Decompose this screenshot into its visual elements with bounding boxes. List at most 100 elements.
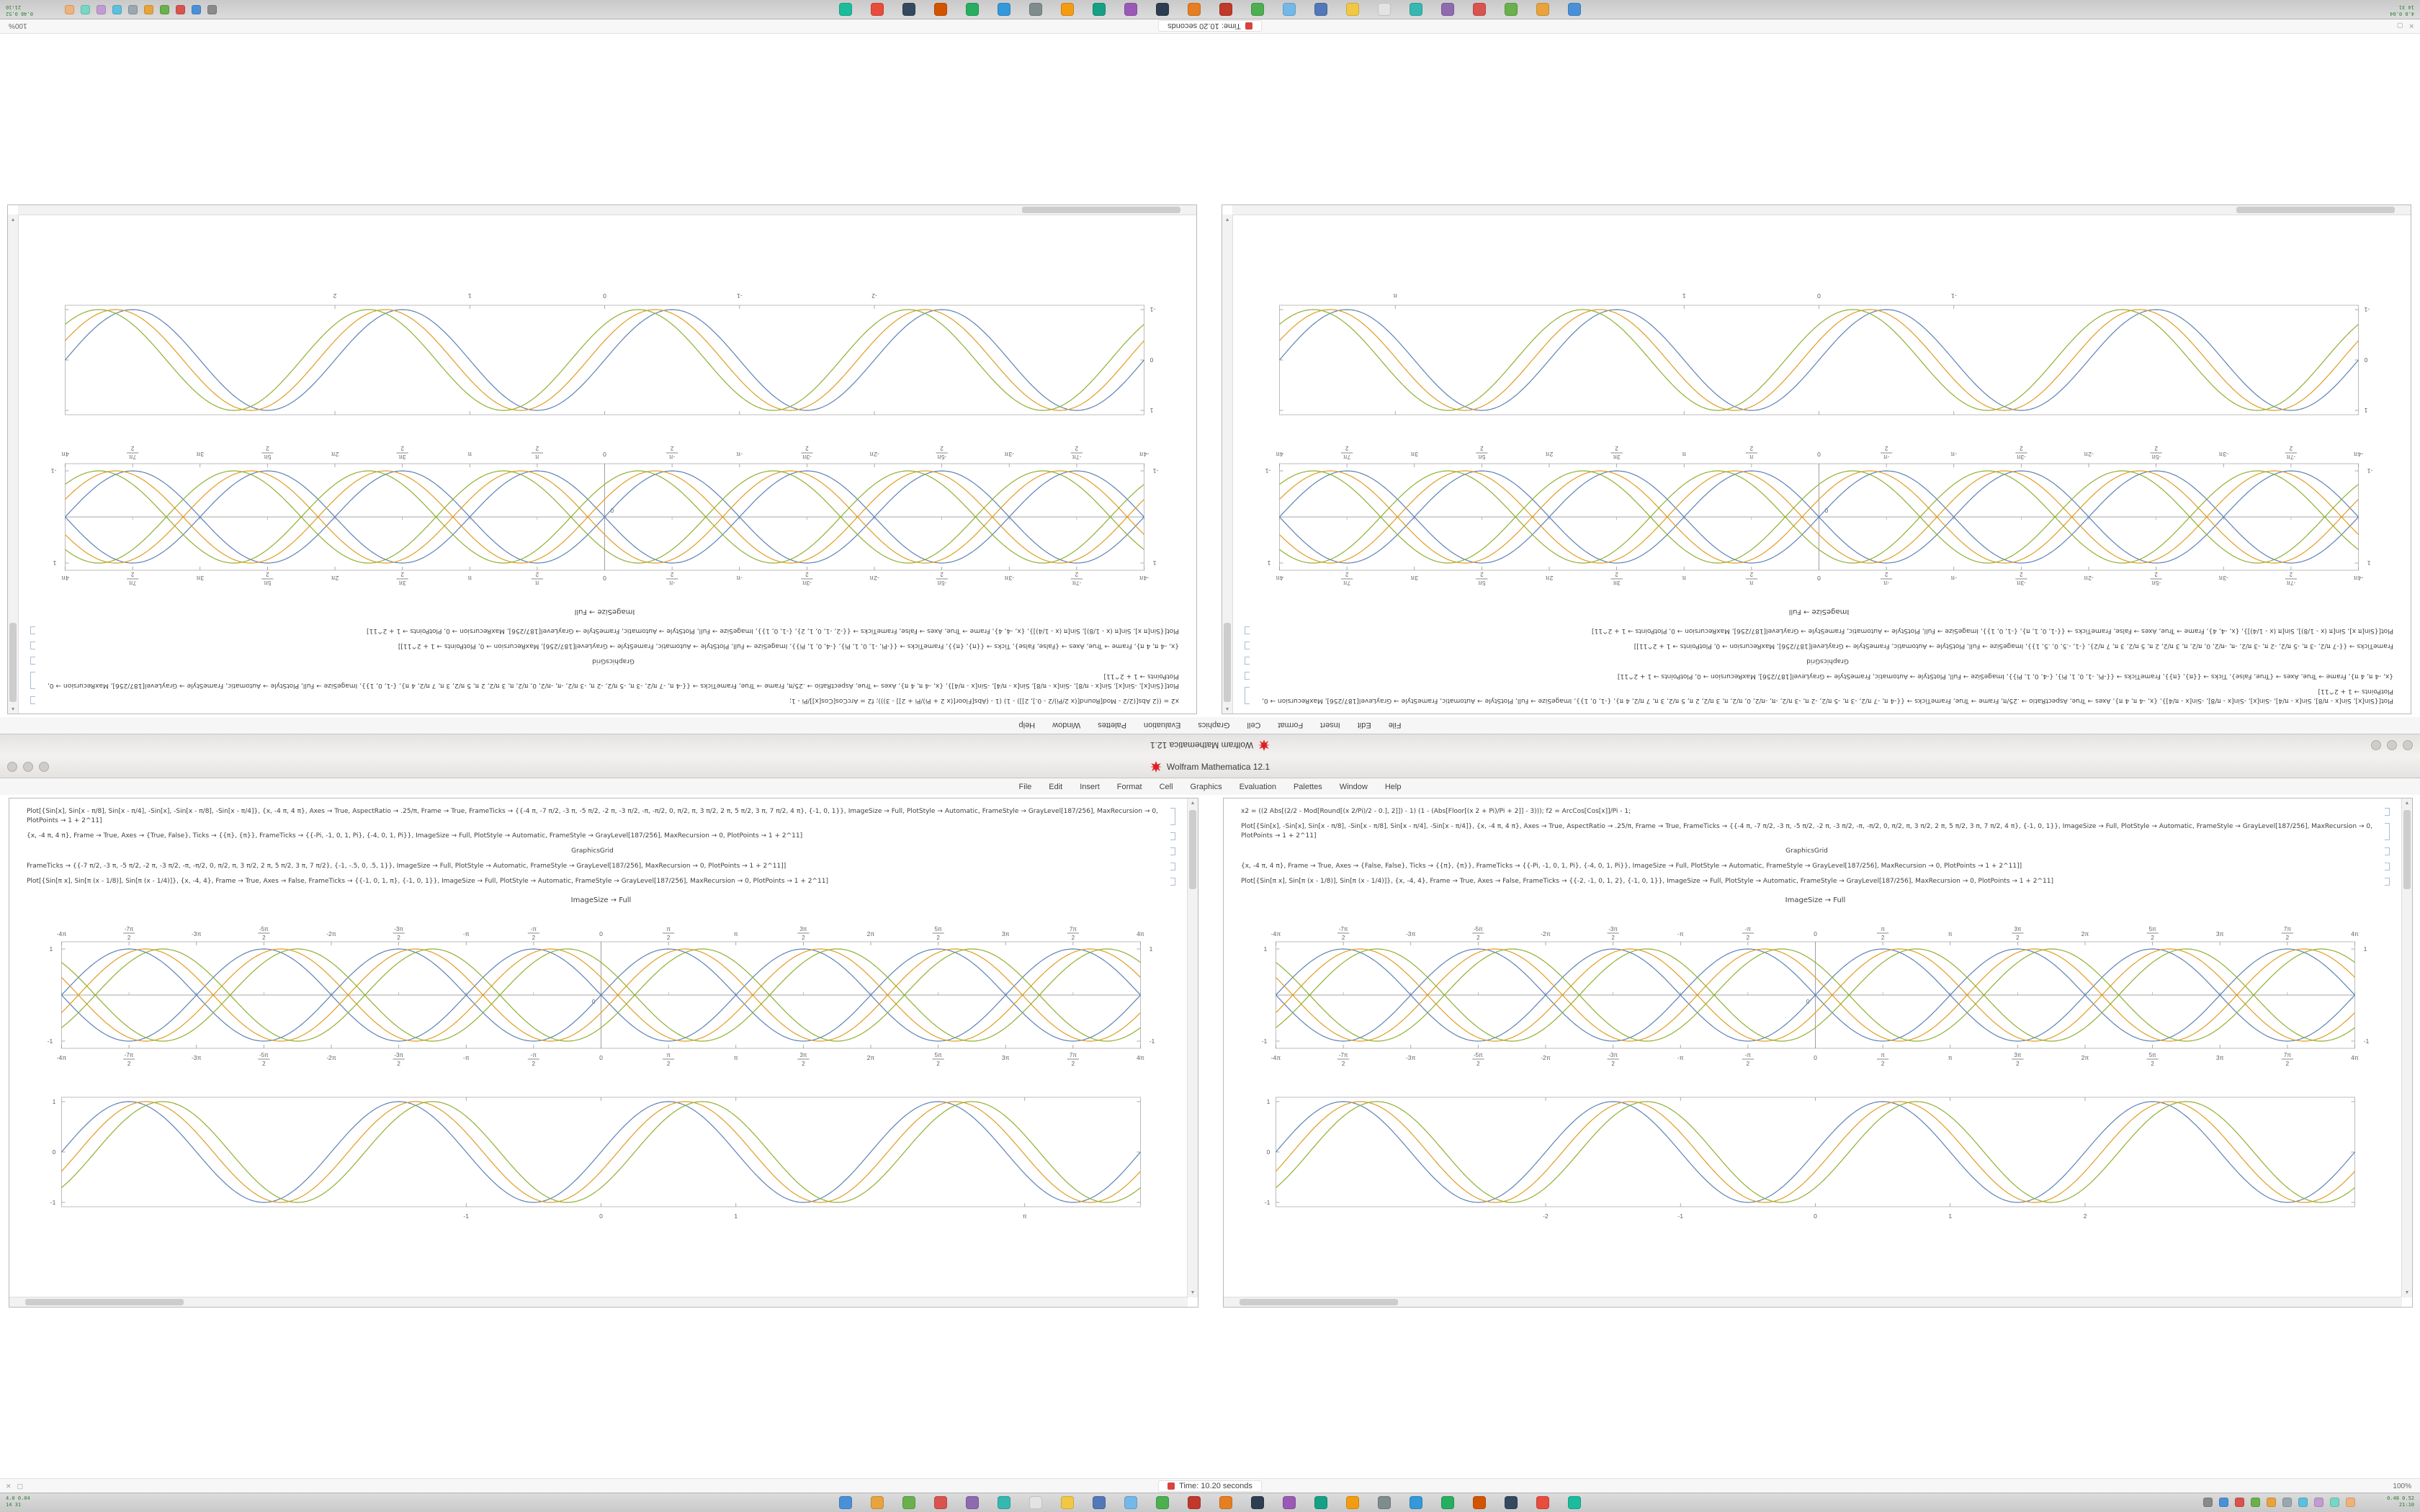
scrollbar-thumb[interactable] — [25, 1299, 184, 1305]
taskbar-app-icon[interactable] — [1029, 1496, 1042, 1509]
taskbar-app-icon[interactable] — [1314, 3, 1327, 16]
zoom-level[interactable]: 100% — [9, 22, 27, 30]
code-cell[interactable]: Plot[{Sin[x], -Sin[x], Sin[x - π/8], -Si… — [30, 671, 1179, 690]
scrollbar-thumb[interactable] — [1224, 623, 1231, 702]
cell-bracket[interactable] — [1170, 847, 1175, 856]
menu-palettes[interactable]: Palettes — [1098, 721, 1127, 730]
code-cell[interactable]: Plot[{Sin[π x], Sin[π (x - 1/8)], Sin[π … — [27, 877, 1175, 886]
menu-edit[interactable]: Edit — [1357, 721, 1371, 730]
code-cell[interactable]: {x, -4 π, 4 π}, Frame → True, Axes → {Fa… — [30, 641, 1179, 650]
taskbar-app-icon[interactable] — [1568, 3, 1581, 16]
taskbar-app-icon[interactable] — [1124, 1496, 1137, 1509]
taskbar-app-icon[interactable] — [1441, 3, 1454, 16]
horizontal-scrollbar[interactable] — [1232, 205, 2411, 215]
code-text[interactable]: Plot[{Sin[π x], Sin[π (x - 1/8)], Sin[π … — [1591, 626, 2393, 634]
taskbar-app-icon[interactable] — [1029, 3, 1042, 16]
taskbar-app-icon[interactable] — [966, 1496, 979, 1509]
code-cell[interactable]: Plot[{Sin[x], Sin[x - π/8], Sin[x - π/4]… — [27, 807, 1175, 826]
status-frame-icon[interactable]: ▢ — [2396, 22, 2403, 30]
tray-icon[interactable] — [81, 5, 90, 14]
taskbar-app-icon[interactable] — [1473, 1496, 1486, 1509]
cell-caption[interactable]: ImageSize → Full — [1785, 896, 1846, 905]
code-text[interactable]: {x, -4 π, 4 π}, Frame → True, Axes → {Tr… — [27, 832, 803, 840]
tray-icon[interactable] — [2219, 1498, 2228, 1507]
menu-evaluation[interactable]: Evaluation — [1144, 721, 1181, 730]
taskbar-app-icon[interactable] — [1346, 3, 1359, 16]
tray-icon[interactable] — [2346, 1498, 2355, 1507]
code-text[interactable]: GraphicsGrid — [1785, 847, 1828, 855]
vertical-scrollbar[interactable]: ▲ ▼ — [1187, 798, 1198, 1297]
taskbar-app-icon[interactable] — [1251, 3, 1264, 16]
taskbar-app-icon[interactable] — [1093, 1496, 1106, 1509]
menu-window[interactable]: Window — [1339, 782, 1368, 791]
close-button[interactable] — [7, 762, 17, 772]
taskbar-app-icon[interactable] — [1536, 1496, 1549, 1509]
cell-bracket[interactable] — [1170, 808, 1175, 826]
taskbar-app-icon[interactable] — [1473, 3, 1486, 16]
scrollbar-thumb[interactable] — [1240, 1299, 1398, 1305]
taskbar-app-icon[interactable] — [966, 3, 979, 16]
scroll-up-arrow[interactable]: ▲ — [1190, 801, 1196, 806]
window-titlebar[interactable]: Wolfram Mathematica 12.1 — [0, 756, 2420, 778]
code-cell[interactable]: FrameTicks → {{-7 π/2, -3 π, -5 π/2, -2 … — [27, 862, 1175, 871]
taskbar-app-icon[interactable] — [1378, 1496, 1391, 1509]
taskbar-app-icon[interactable] — [839, 3, 852, 16]
zoom-level[interactable]: 100% — [2393, 1482, 2411, 1490]
menu-format[interactable]: Format — [1116, 782, 1142, 791]
taskbar-app-icon[interactable] — [1156, 1496, 1169, 1509]
taskbar-app-icon[interactable] — [1441, 1496, 1454, 1509]
cell-bracket[interactable] — [2385, 863, 2390, 871]
cell-bracket[interactable] — [1245, 671, 1250, 680]
cell-bracket[interactable] — [2385, 823, 2390, 841]
menu-file[interactable]: File — [1018, 782, 1032, 791]
taskbar-app-icon[interactable] — [1505, 3, 1518, 16]
cell-bracket[interactable] — [1170, 863, 1175, 871]
cell-bracket[interactable] — [2385, 808, 2390, 816]
horizontal-scrollbar[interactable] — [1224, 1297, 2402, 1307]
taskbar-app-icon[interactable] — [1188, 1496, 1201, 1509]
code-text[interactable]: Plot[{Sin[x], -Sin[x], Sin[x - π/8], -Si… — [1241, 823, 2372, 840]
code-cell[interactable]: Plot[{Sin[x], Sin[x - π/8], Sin[x - π/4]… — [1245, 686, 2393, 705]
maximize-button[interactable] — [39, 762, 49, 772]
code-cell[interactable]: FrameTicks → {{-7 π/2, -3 π, -5 π/2, -2 … — [1245, 641, 2393, 650]
tray-icon[interactable] — [2203, 1498, 2213, 1507]
code-text[interactable]: GraphicsGrid — [1806, 657, 1849, 665]
maximize-button[interactable] — [2371, 740, 2381, 750]
vertical-scrollbar[interactable]: ▲ ▼ — [2401, 798, 2412, 1297]
code-cell[interactable]: {x, -4 π, 4 π}, Frame → True, Axes → {Tr… — [1245, 671, 2393, 680]
taskbar-app-icon[interactable] — [902, 1496, 915, 1509]
menu-format[interactable]: Format — [1278, 721, 1304, 730]
scroll-up-arrow[interactable]: ▲ — [1224, 706, 1230, 711]
code-cell[interactable]: x2 = ((2 Abs[(2/2 - Mod[Round[(x 2/Pi)/2… — [30, 696, 1179, 705]
tray-icon[interactable] — [65, 5, 74, 14]
taskbar-app-icon[interactable] — [1061, 1496, 1074, 1509]
code-text[interactable]: {x, -4 π, 4 π}, Frame → True, Axes → {Fa… — [1241, 863, 2022, 870]
tray-icon[interactable] — [192, 5, 201, 14]
taskbar-app-icon[interactable] — [1251, 1496, 1264, 1509]
taskbar-app-icon[interactable] — [871, 1496, 884, 1509]
tray-icon[interactable] — [112, 5, 122, 14]
scroll-down-arrow[interactable]: ▼ — [1224, 217, 1230, 222]
menu-cell[interactable]: Cell — [1159, 782, 1173, 791]
horizontal-scrollbar[interactable] — [9, 1297, 1188, 1307]
code-text[interactable]: GraphicsGrid — [592, 657, 635, 665]
scroll-down-arrow[interactable]: ▼ — [10, 217, 16, 222]
status-close-icon[interactable]: ✕ — [6, 1482, 12, 1490]
tray-icon[interactable] — [2298, 1498, 2308, 1507]
minimize-button[interactable] — [2387, 740, 2397, 750]
taskbar-app-icon[interactable] — [998, 1496, 1010, 1509]
taskbar-app-icon[interactable] — [1219, 1496, 1232, 1509]
code-text[interactable]: GraphicsGrid — [571, 847, 614, 855]
tray-icon[interactable] — [2314, 1498, 2323, 1507]
taskbar-app-icon[interactable] — [902, 3, 915, 16]
menu-insert[interactable]: Insert — [1320, 721, 1340, 730]
cell-bracket[interactable] — [30, 671, 35, 689]
code-text[interactable]: Plot[{Sin[x], -Sin[x], Sin[x - π/8], -Si… — [48, 672, 1179, 689]
taskbar-app-icon[interactable] — [1410, 3, 1422, 16]
code-cell[interactable]: Plot[{Sin[π x], Sin[π (x - 1/8)], Sin[π … — [1241, 877, 2390, 886]
close-button[interactable] — [2403, 740, 2413, 750]
taskbar-app-icon[interactable] — [1505, 1496, 1518, 1509]
code-text[interactable]: {x, -4 π, 4 π}, Frame → True, Axes → {Tr… — [1617, 672, 2393, 680]
status-frame-icon[interactable]: ▢ — [17, 1482, 24, 1490]
cell-bracket[interactable] — [30, 656, 35, 665]
